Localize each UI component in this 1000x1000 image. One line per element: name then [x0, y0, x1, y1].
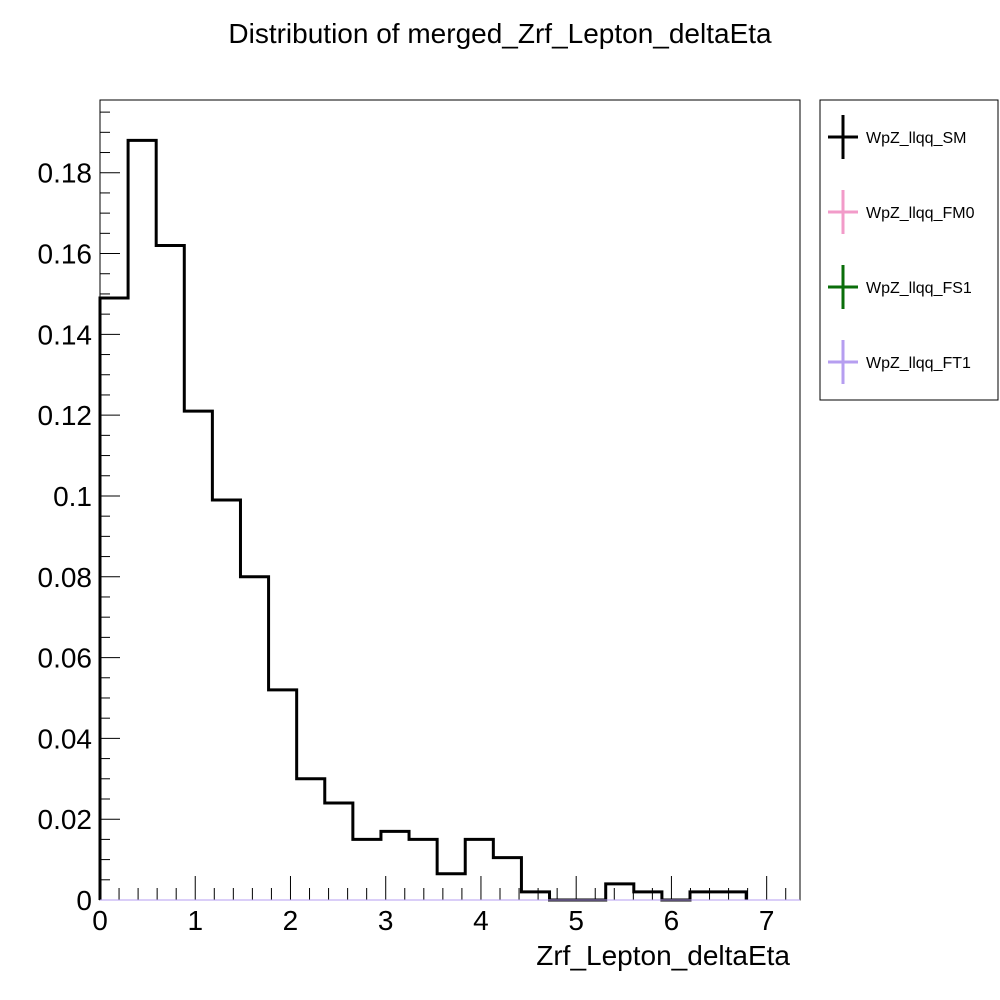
- legend-label: WpZ_llqq_FM0: [866, 205, 975, 222]
- axis-ticks: [99, 111, 787, 901]
- x-axis-labels: 0 1 2 3 4 5 6 7: [92, 905, 774, 936]
- y-tick-label: 0.16: [38, 239, 93, 270]
- y-axis-labels: 0 0.02 0.04 0.06 0.08 0.1 0.12 0.14 0.16 0.18: [38, 158, 93, 916]
- legend-label: WpZ_llqq_FT1: [866, 355, 971, 372]
- x-tick-label: 1: [187, 905, 203, 936]
- series-WpZ_llqq_SM: [98, 138, 748, 902]
- x-axis-label: Zrf_Lepton_deltaEta: [536, 940, 790, 971]
- y-tick-label: 0.18: [38, 158, 93, 189]
- chart-title: Distribution of merged_Zrf_Lepton_deltaE…: [228, 18, 772, 49]
- y-tick-label: 0.04: [38, 723, 93, 754]
- y-tick-label: 0.06: [38, 643, 93, 674]
- y-tick-label: 0.02: [38, 804, 93, 835]
- legend: WpZ_llqq_SM WpZ_llqq_FM0 WpZ_llqq_FS1 WpZ_l…: [828, 115, 975, 384]
- x-tick-label: 7: [759, 905, 775, 936]
- x-tick-label: 0: [92, 905, 108, 936]
- y-tick-label: 0.14: [38, 319, 93, 350]
- histogram-series: [98, 138, 800, 902]
- legend-item: WpZ_llqq_FM0: [828, 190, 975, 234]
- legend-item: WpZ_llqq_FS1: [828, 265, 972, 309]
- histogram-step-line: [98, 138, 748, 902]
- y-tick-label: 0.12: [38, 400, 93, 431]
- y-tick-label: 0.08: [38, 562, 93, 593]
- x-tick-label: 5: [568, 905, 584, 936]
- y-tick-label: 0: [76, 885, 92, 916]
- legend-item: WpZ_llqq_FT1: [828, 340, 971, 384]
- plot-frame: [99, 99, 801, 901]
- y-tick-label: 0.1: [53, 481, 92, 512]
- legend-item: WpZ_llqq_SM: [828, 115, 966, 159]
- legend-label: WpZ_llqq_FS1: [866, 280, 972, 297]
- legend-label: WpZ_llqq_SM: [866, 130, 966, 147]
- x-tick-label: 2: [283, 905, 299, 936]
- x-tick-label: 6: [664, 905, 680, 936]
- x-tick-label: 3: [378, 905, 394, 936]
- legend-box: [819, 99, 999, 401]
- x-tick-label: 4: [473, 905, 489, 936]
